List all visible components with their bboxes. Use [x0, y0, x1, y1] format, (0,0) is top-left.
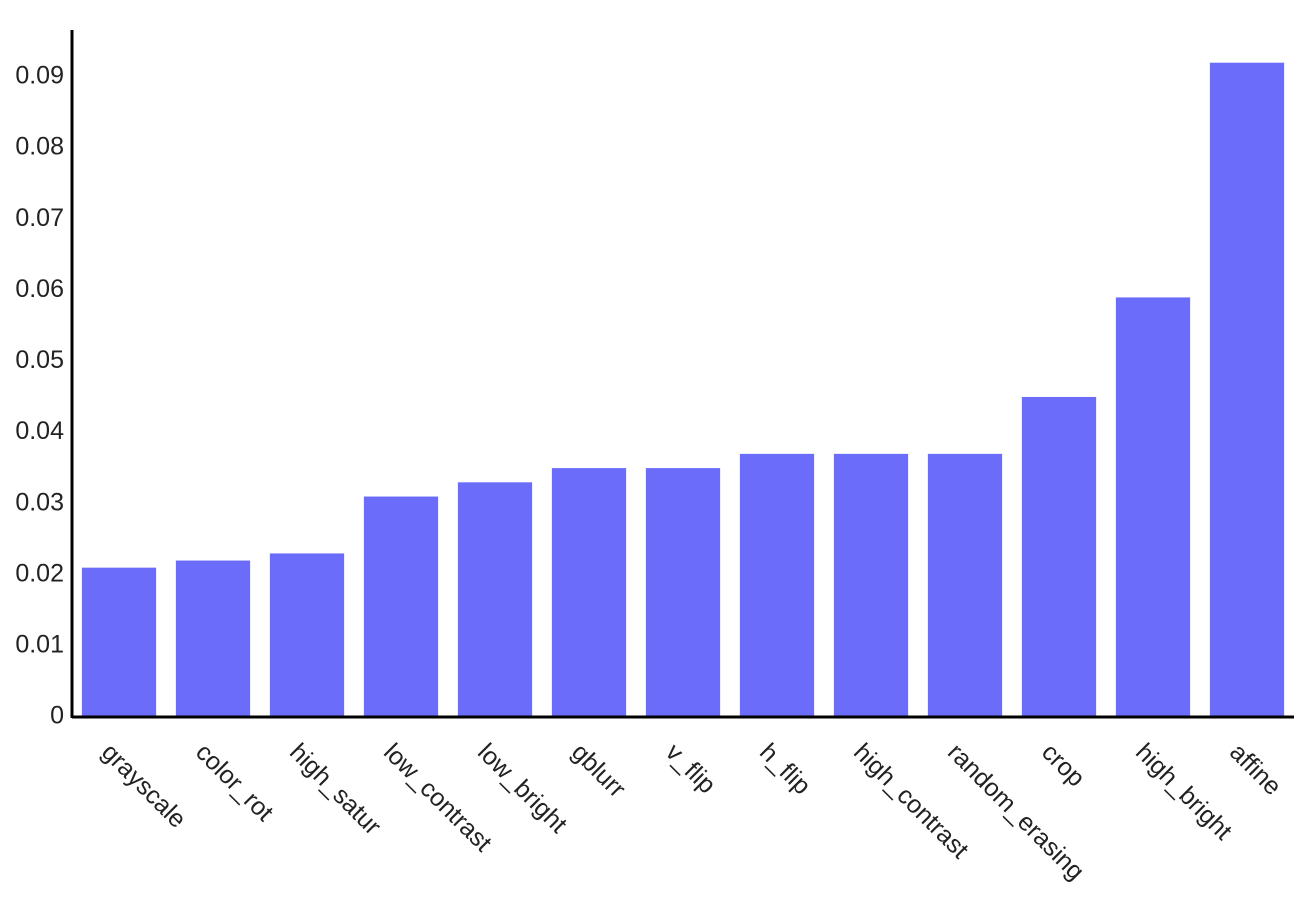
x-tick-label: color_rot	[190, 738, 279, 827]
y-tick-label: 0	[50, 702, 64, 730]
y-tick-label: 0.08	[15, 133, 64, 161]
bar	[645, 468, 721, 717]
bar	[927, 453, 1003, 717]
bar	[551, 468, 627, 717]
x-tick-label: low_bright	[472, 738, 572, 838]
bar	[81, 567, 157, 717]
x-tick-label: crop	[1036, 738, 1090, 792]
x-tick-label: gblurr	[566, 738, 631, 803]
x-tick-label: h_flip	[754, 738, 816, 800]
x-tick-label: v_flip	[660, 738, 721, 799]
x-tick-label: grayscale	[96, 738, 191, 833]
y-tick-label: 0.05	[15, 346, 64, 374]
y-tick-label: 0.01	[15, 630, 64, 658]
y-tick-label: 0.02	[15, 559, 64, 587]
bar	[457, 482, 533, 717]
y-tick-label: 0.06	[15, 275, 64, 303]
bar	[1021, 396, 1097, 717]
bar	[363, 496, 439, 717]
bar	[833, 453, 909, 717]
y-tick-label: 0.03	[15, 488, 64, 516]
bar	[1209, 62, 1285, 717]
y-tick-label: 0.07	[15, 204, 64, 232]
bar	[739, 453, 815, 717]
bar	[269, 553, 345, 717]
x-tick-label: high_bright	[1130, 738, 1237, 845]
bar	[175, 560, 251, 717]
x-tick-label: affine	[1224, 738, 1287, 801]
bar	[1115, 297, 1191, 717]
y-tick-label: 0.09	[15, 62, 64, 90]
x-tick-label: high_satur	[284, 738, 386, 840]
y-tick-label: 0.04	[15, 417, 64, 445]
